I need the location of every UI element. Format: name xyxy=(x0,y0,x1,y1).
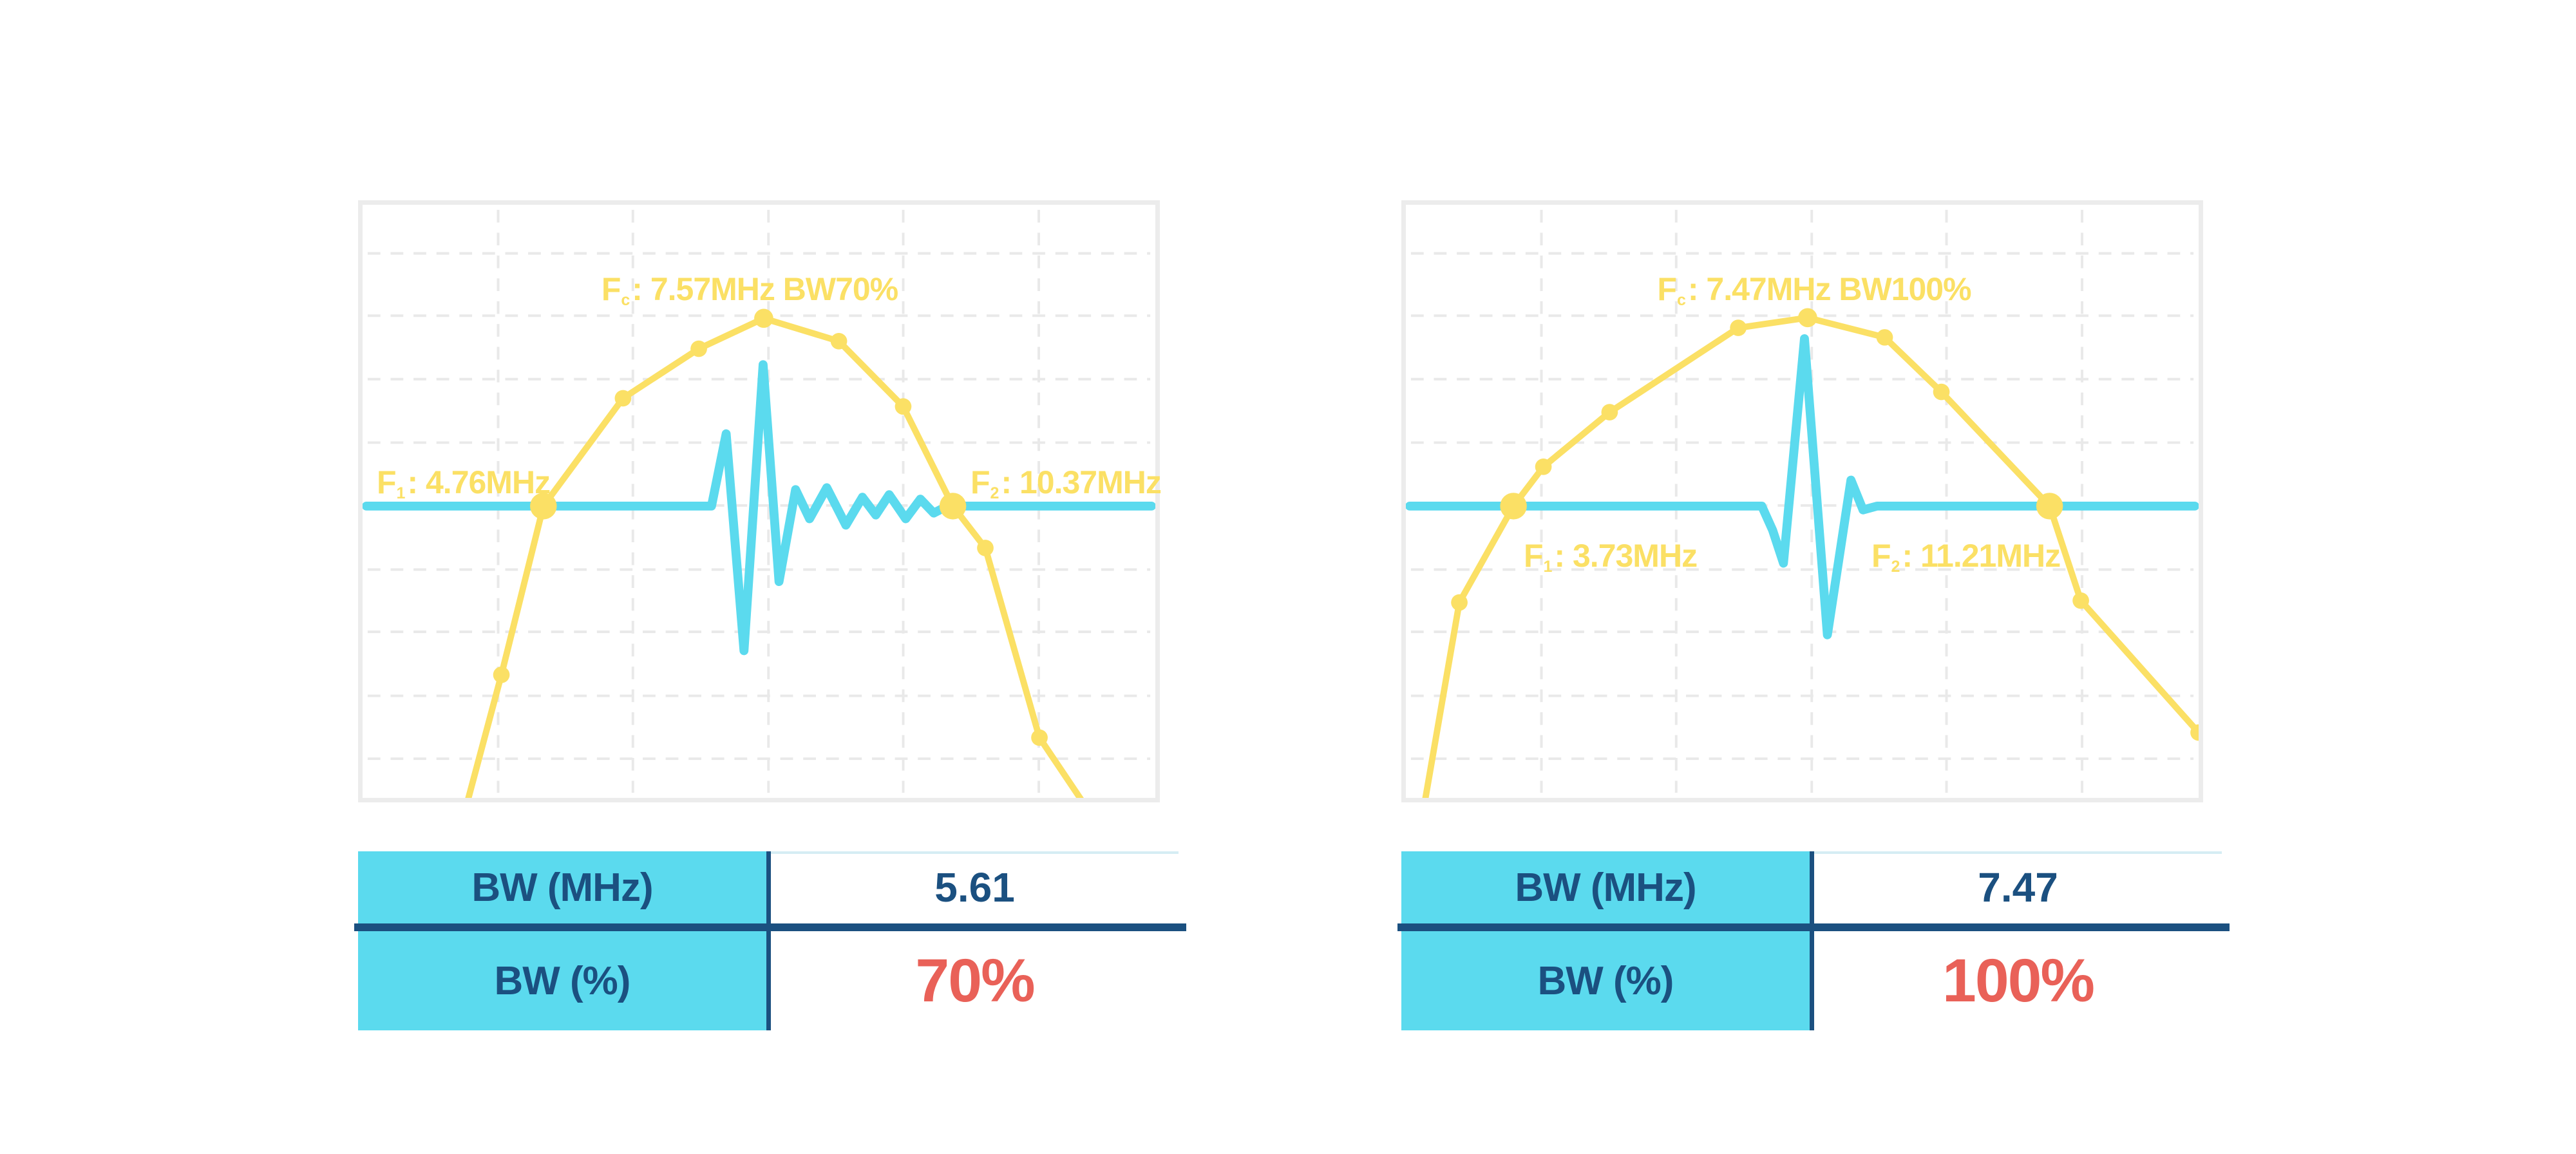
bw-pct-label-cell: BW (%) xyxy=(1401,931,1810,1030)
spectrum-data-point xyxy=(1500,493,1527,520)
spectrum-data-point xyxy=(1451,594,1468,611)
spectrum-envelope-line xyxy=(465,315,1084,798)
spectrum-data-point xyxy=(530,493,557,520)
spectrum-data-point xyxy=(1730,319,1747,336)
center-frequency-annotation: Fc: 7.57MHz BW70% xyxy=(601,271,898,309)
spectrum-data-point xyxy=(2190,724,2199,741)
spectrum-data-point xyxy=(895,398,912,415)
chart-frame: Fc: 7.47MHz BW100% F1: 3.73MHz F2: 11.21… xyxy=(1401,200,2203,802)
fc-symbol: F xyxy=(1657,271,1677,307)
f2-symbol: F xyxy=(1871,538,1891,574)
spectrum-data-point xyxy=(977,540,994,556)
f2-value: : 11.21MHz xyxy=(1902,538,2061,574)
f1-value: : 4.76MHz xyxy=(407,464,551,500)
lower-frequency-annotation: F1: 3.73MHz xyxy=(1524,538,1698,576)
table-label-column xyxy=(1401,851,1810,1030)
spectrum-data-point xyxy=(1535,459,1552,475)
pulse-waveform-line xyxy=(363,360,1155,656)
table-top-line xyxy=(771,851,1179,854)
fc-value: : 7.57MHz BW70% xyxy=(632,271,898,307)
spectrum-data-point xyxy=(939,493,967,520)
bw-mhz-label-cell: BW (MHz) xyxy=(1401,851,1810,923)
f1-symbol: F xyxy=(1524,538,1544,574)
bw-mhz-value-cell: 7.47 xyxy=(1814,851,2222,923)
spectrum-data-point xyxy=(614,390,632,407)
bw-mhz-value: 7.47 xyxy=(1978,864,2058,911)
spectrum-data-point xyxy=(1876,329,1893,346)
spectrum-data-point xyxy=(1933,383,1950,401)
bw-mhz-label: BW (MHz) xyxy=(471,865,653,910)
spectrum-plot xyxy=(363,209,1155,798)
bw-mhz-value: 5.61 xyxy=(934,864,1015,911)
spectrum-data-point xyxy=(1031,729,1048,746)
bw-pct-value: 100% xyxy=(1942,946,2095,1015)
table-top-line xyxy=(1814,851,2222,854)
fc-subscript: c xyxy=(1676,291,1686,309)
bw-pct-value-cell: 100% xyxy=(1814,931,2222,1030)
spectrum-envelope-line xyxy=(1422,314,2199,798)
bw-mhz-value-cell: 5.61 xyxy=(771,851,1179,923)
chart-frame: Fc: 7.57MHz BW70% F1: 4.76MHz F2: 10.37M… xyxy=(358,200,1162,802)
table-label-column xyxy=(358,851,766,1030)
fc-subscript: c xyxy=(621,291,630,309)
bw-pct-label: BW (%) xyxy=(494,958,631,1003)
bw-pct-label-cell: BW (%) xyxy=(358,931,766,1030)
spectrum-data-point xyxy=(754,308,773,328)
table-column-divider xyxy=(766,851,771,1030)
spectrum-data-point xyxy=(2036,493,2063,520)
bw-pct-value: 70% xyxy=(915,946,1035,1015)
spectrum-data-point xyxy=(1601,404,1618,421)
f1-subscript: 1 xyxy=(396,484,406,502)
f2-subscript: 2 xyxy=(1891,558,1900,576)
upper-frequency-annotation: F2: 10.37MHz xyxy=(971,464,1162,502)
spectrum-plot xyxy=(1406,209,2199,798)
lower-frequency-annotation: F1: 4.76MHz xyxy=(377,464,551,502)
bw-mhz-label: BW (MHz) xyxy=(1515,865,1696,910)
fc-symbol: F xyxy=(601,271,621,307)
upper-frequency-annotation: F2: 11.21MHz xyxy=(1871,538,2061,576)
f2-value: : 10.37MHz xyxy=(1001,464,1161,500)
bw-pct-value-cell: 70% xyxy=(771,931,1179,1030)
table-column-divider xyxy=(1810,851,1814,1030)
spectrum-data-point xyxy=(830,332,848,350)
f1-value: : 3.73MHz xyxy=(1554,538,1698,574)
f2-symbol: F xyxy=(971,464,990,500)
bandwidth-table: BW (MHz) 7.47 BW (%) 100% xyxy=(1397,851,2230,1030)
pulse-waveform-line xyxy=(1406,334,2199,639)
bw-pct-label: BW (%) xyxy=(1537,958,1674,1003)
spectrum-data-point xyxy=(690,340,707,357)
f1-subscript: 1 xyxy=(1543,558,1553,576)
center-frequency-annotation: Fc: 7.47MHz BW100% xyxy=(1657,271,1972,309)
bandwidth-table: BW (MHz) 5.61 BW (%) 70% xyxy=(354,851,1186,1030)
spectrum-data-point xyxy=(493,667,510,683)
bw-mhz-label-cell: BW (MHz) xyxy=(358,851,766,923)
f1-symbol: F xyxy=(377,464,397,500)
fc-value: : 7.47MHz BW100% xyxy=(1687,271,1972,307)
spectrum-data-point xyxy=(2072,592,2089,609)
f2-subscript: 2 xyxy=(990,484,999,502)
spectrum-data-point xyxy=(1798,308,1817,328)
